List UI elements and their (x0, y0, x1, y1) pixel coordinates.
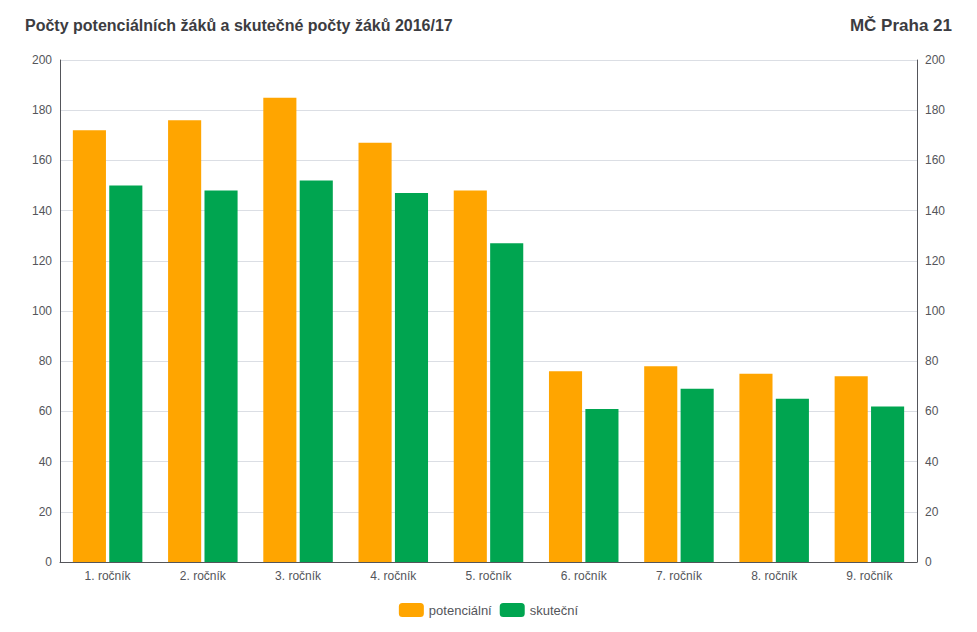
svg-text:20: 20 (39, 505, 53, 519)
svg-text:7. ročník: 7. ročník (656, 569, 703, 583)
svg-text:0: 0 (45, 555, 52, 569)
svg-text:Počty potenciálních žáků a sku: Počty potenciálních žáků a skutečné počt… (25, 17, 453, 34)
svg-text:40: 40 (39, 455, 53, 469)
svg-text:80: 80 (925, 354, 939, 368)
svg-text:140: 140 (925, 204, 945, 218)
svg-text:200: 200 (925, 53, 945, 67)
svg-text:9. ročník: 9. ročník (846, 569, 893, 583)
svg-text:20: 20 (925, 505, 939, 519)
svg-text:200: 200 (32, 53, 52, 67)
svg-text:120: 120 (925, 254, 945, 268)
svg-text:0: 0 (925, 555, 932, 569)
svg-text:2. ročník: 2. ročník (180, 569, 227, 583)
svg-text:180: 180 (925, 103, 945, 117)
svg-text:140: 140 (32, 204, 52, 218)
svg-text:80: 80 (39, 354, 53, 368)
svg-text:100: 100 (925, 304, 945, 318)
svg-text:1. ročník: 1. ročník (85, 569, 132, 583)
svg-text:8. ročník: 8. ročník (751, 569, 798, 583)
svg-text:6. ročník: 6. ročník (561, 569, 608, 583)
svg-text:120: 120 (32, 254, 52, 268)
svg-text:100: 100 (32, 304, 52, 318)
svg-text:60: 60 (925, 404, 939, 418)
svg-text:160: 160 (925, 153, 945, 167)
svg-text:180: 180 (32, 103, 52, 117)
svg-text:40: 40 (925, 455, 939, 469)
svg-text:160: 160 (32, 153, 52, 167)
svg-text:MČ Praha 21: MČ Praha 21 (850, 16, 952, 35)
svg-text:60: 60 (39, 404, 53, 418)
svg-text:3. ročník: 3. ročník (275, 569, 322, 583)
svg-text:5. ročník: 5. ročník (465, 569, 512, 583)
svg-text:skuteční: skuteční (530, 603, 579, 618)
svg-text:4. ročník: 4. ročník (370, 569, 417, 583)
svg-text:potenciální: potenciální (429, 603, 492, 618)
